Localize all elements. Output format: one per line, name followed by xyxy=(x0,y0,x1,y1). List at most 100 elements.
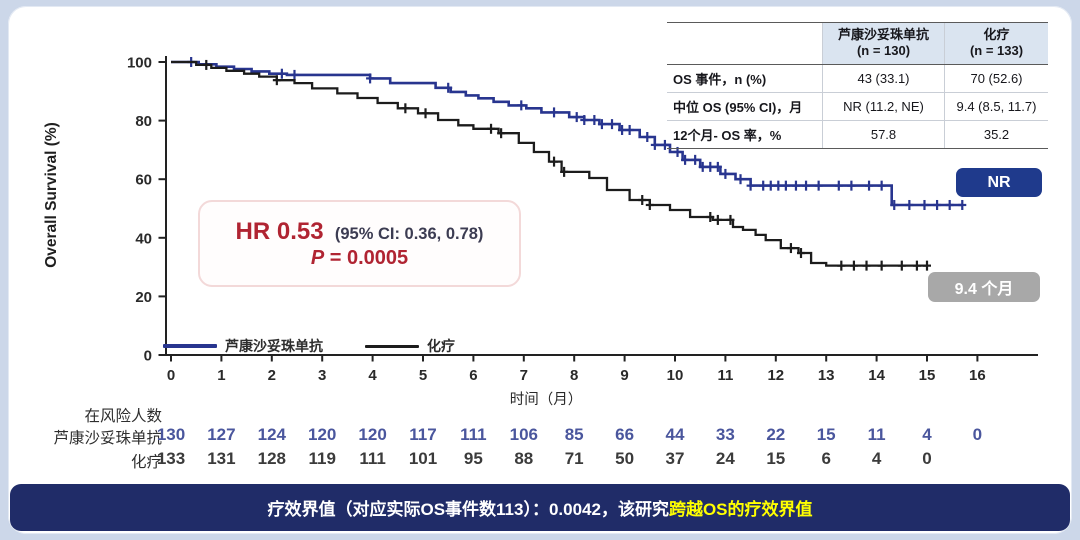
median-badge-gray: 9.4 个月 xyxy=(928,272,1040,302)
risk-count: 33 xyxy=(715,425,735,444)
svg-text:80: 80 xyxy=(135,113,152,130)
figure-card xyxy=(8,6,1072,534)
svg-text:1: 1 xyxy=(217,367,225,384)
risk-count: 37 xyxy=(665,449,685,468)
risk-count: 106 xyxy=(509,425,538,444)
risk-count: 131 xyxy=(207,449,236,468)
legend-line-blue xyxy=(163,344,217,348)
risk-count: 50 xyxy=(615,449,635,468)
risk-count: 24 xyxy=(715,449,735,468)
series-1 xyxy=(171,59,931,271)
svg-text:20: 20 xyxy=(135,289,152,306)
p-value-line: P = 0.0005 xyxy=(311,248,408,268)
risk-count: 71 xyxy=(564,449,584,468)
risk-count: 11 xyxy=(867,425,886,444)
banner-text-white: 疗效界值（对应实际OS事件数113）：0.0042，该研究 xyxy=(267,500,669,519)
svg-text:10: 10 xyxy=(667,367,684,384)
risk-count: 117 xyxy=(409,425,437,444)
risk-count: 66 xyxy=(615,425,635,444)
summary-table-header: 芦康沙妥珠单抗 (n = 130) 化疗 (n = 133) xyxy=(667,23,1048,65)
svg-text:14: 14 xyxy=(868,367,885,384)
risk-table-title: 在风险人数 xyxy=(84,408,162,425)
risk-count: 127 xyxy=(207,425,236,444)
y-axis-title-text: Overall Survival (%) xyxy=(43,122,60,268)
table-row: OS 事件，n (%) 43 (33.1) 70 (52.6) xyxy=(667,64,1048,93)
risk-count: 0 xyxy=(922,449,932,468)
risk-count: 15 xyxy=(816,425,836,444)
risk-count: 124 xyxy=(257,425,286,444)
row-label: 12个月- OS 率，% xyxy=(667,120,823,148)
svg-text:11: 11 xyxy=(717,367,733,384)
arm2-n: (n = 133) xyxy=(969,43,1024,59)
risk-count: 111 xyxy=(460,425,487,444)
row-value: NR (11.2, NE) xyxy=(823,92,945,120)
svg-text:3: 3 xyxy=(318,367,326,384)
hr-annotation-box: HR 0.53 (95% CI: 0.36, 0.78) P = 0.0005 xyxy=(198,200,521,287)
risk-numbers-blue: 130 127 124 120 120 117 111 106 85 66 44 33 22 15 11 4 0 xyxy=(0,425,1080,445)
row-value: 9.4 (8.5, 11.7) xyxy=(956,98,1037,114)
legend-label-blue: 芦康沙妥珠单抗 xyxy=(225,338,323,354)
risk-count: 119 xyxy=(308,449,336,468)
risk-count: 88 xyxy=(514,449,534,468)
p-value: = 0.0005 xyxy=(324,246,409,269)
x-axis-title: 时间（月） xyxy=(509,392,583,408)
legend-label-black: 化疗 xyxy=(427,338,455,354)
row-label: 中位 OS (95% CI)，月 xyxy=(667,92,823,120)
series-0 xyxy=(171,57,967,210)
risk-row-label-black: 化疗 xyxy=(130,454,162,471)
risk-count: 4 xyxy=(922,425,932,444)
svg-text:100: 100 xyxy=(127,55,152,72)
banner-text-highlight: 跨越OS的疗效界值 xyxy=(668,500,813,519)
risk-count: 120 xyxy=(308,425,337,444)
svg-text:40: 40 xyxy=(135,230,152,247)
risk-numbers-black: 133 131 128 119 111 101 95 88 71 50 37 24 15 6 4 0 xyxy=(0,449,1080,469)
risk-count: 15 xyxy=(766,449,786,468)
row-value: 57.8 xyxy=(823,120,945,148)
risk-row-label-blue: 芦康沙妥珠单抗 xyxy=(53,430,162,447)
svg-text:8: 8 xyxy=(570,367,578,384)
efficacy-boundary-banner: 疗效界值（对应实际OS事件数113）：0.0042，该研究 跨越OS的疗效界值 xyxy=(10,484,1070,531)
summary-table: 芦康沙妥珠单抗 (n = 130) 化疗 (n = 133) OS 事件，n (… xyxy=(667,22,1048,149)
risk-count: 133 xyxy=(156,449,186,468)
svg-text:13: 13 xyxy=(818,367,835,384)
risk-count: 6 xyxy=(821,449,831,468)
row-value: 35.2 xyxy=(983,126,1010,142)
svg-text:4: 4 xyxy=(368,367,377,384)
risk-count: 120 xyxy=(358,425,387,444)
summary-header-arm2: 化疗 (n = 133) xyxy=(945,23,1048,64)
svg-text:0: 0 xyxy=(167,367,175,384)
svg-text:12: 12 xyxy=(767,367,784,384)
legend: 芦康沙妥珠单抗 化疗 xyxy=(163,336,455,356)
median-badge-blue: NR xyxy=(956,168,1042,197)
risk-count: 101 xyxy=(408,449,438,468)
svg-text:7: 7 xyxy=(520,367,528,384)
risk-count: 22 xyxy=(766,425,786,444)
risk-count: 0 xyxy=(972,425,983,444)
p-symbol: P xyxy=(310,246,325,269)
row-value: 43 (33.1) xyxy=(823,64,945,92)
hr-value: HR 0.53 xyxy=(235,217,324,245)
risk-count: 44 xyxy=(665,425,685,444)
svg-text:0: 0 xyxy=(144,348,152,365)
arm1-n: (n = 130) xyxy=(856,43,911,59)
svg-text:15: 15 xyxy=(919,367,936,384)
row-value: 70 (52.6) xyxy=(970,70,1023,86)
svg-text:16: 16 xyxy=(969,367,986,384)
arm1-name: 芦康沙妥珠单抗 xyxy=(837,27,929,42)
hr-ci-text: (95% CI: 0.36, 0.78) xyxy=(334,224,484,243)
svg-text:6: 6 xyxy=(469,367,477,384)
summary-header-empty xyxy=(667,23,823,64)
table-row: 12个月- OS 率，% 57.8 35.2 xyxy=(667,120,1048,148)
risk-count: 128 xyxy=(257,449,286,468)
risk-count: 130 xyxy=(156,425,186,444)
risk-count: 111 xyxy=(359,449,386,468)
risk-count: 4 xyxy=(871,449,882,468)
arm2-name: 化疗 xyxy=(983,27,1010,42)
hr-ci: (95% CI: 0.36, 0.78) xyxy=(330,224,484,243)
svg-text:5: 5 xyxy=(419,367,427,384)
svg-text:9: 9 xyxy=(620,367,628,384)
table-row: 中位 OS (95% CI)，月 NR (11.2, NE) 9.4 (8.5,… xyxy=(667,92,1048,121)
summary-header-arm1: 芦康沙妥珠单抗 (n = 130) xyxy=(823,23,945,64)
hr-value-line: HR 0.53 (95% CI: 0.36, 0.78) xyxy=(235,217,484,245)
